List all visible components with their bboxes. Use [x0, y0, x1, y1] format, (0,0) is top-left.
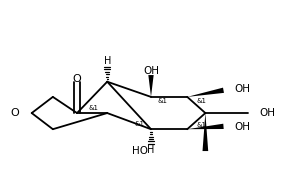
Text: &1: &1 [196, 98, 206, 104]
Text: O: O [73, 74, 81, 84]
Text: OH: OH [260, 108, 276, 118]
Text: &1: &1 [88, 105, 98, 111]
Polygon shape [203, 113, 208, 151]
Text: &1: &1 [157, 98, 167, 104]
Text: H: H [147, 145, 155, 155]
Polygon shape [148, 75, 154, 97]
Text: OH: OH [234, 122, 250, 132]
Text: &1: &1 [196, 122, 206, 128]
Text: OH: OH [143, 66, 159, 76]
Text: OH: OH [234, 84, 250, 94]
Text: O: O [10, 108, 19, 118]
Text: &1: &1 [135, 121, 145, 127]
Polygon shape [187, 88, 224, 97]
Text: H: H [104, 56, 111, 66]
Polygon shape [187, 124, 224, 129]
Text: HO: HO [132, 146, 148, 156]
